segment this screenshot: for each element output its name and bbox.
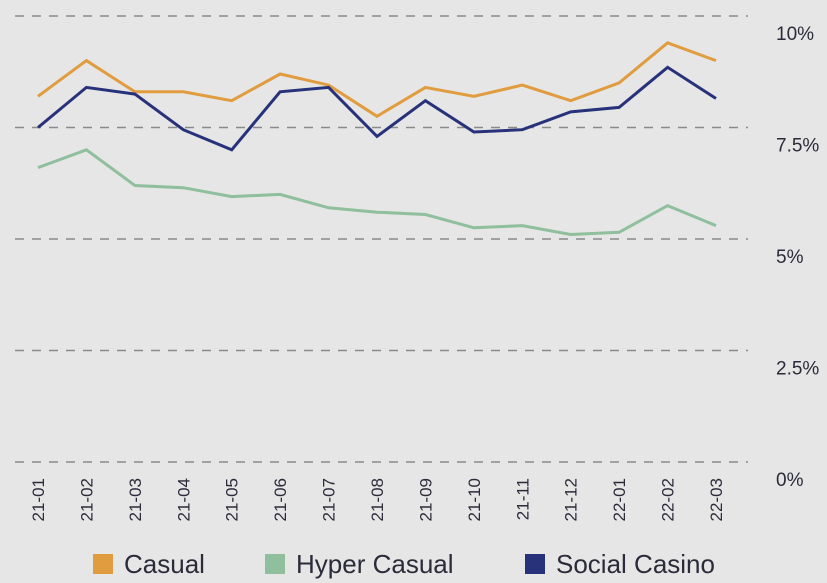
x-tick-label: 22-01 (610, 478, 629, 521)
x-tick-label: 22-02 (659, 478, 678, 521)
x-tick-label: 21-08 (368, 478, 387, 521)
y-tick-label: 10% (776, 24, 814, 45)
x-tick-label: 21-02 (77, 478, 96, 521)
x-tick-label: 21-06 (271, 478, 290, 521)
series-line-casual (37, 41, 717, 119)
x-tick-label: 21-04 (174, 478, 193, 521)
legend-item-social-casino: Social Casino (525, 549, 715, 579)
y-tick-label: 2.5% (776, 359, 819, 380)
x-tick-label: 21-11 (513, 478, 532, 520)
legend-item-casual: Casual (93, 549, 205, 579)
x-tick-label: 22-03 (707, 478, 726, 521)
legend-label: Casual (124, 549, 205, 579)
y-tick-label: 7.5% (776, 136, 819, 157)
x-tick-label: 21-05 (223, 478, 242, 521)
y-tick-label: 5% (776, 247, 804, 268)
series-line-hyper-casual (37, 148, 717, 237)
x-tick-label: 21-01 (29, 478, 48, 521)
x-tick-label: 21-10 (465, 478, 484, 521)
x-tick-label: 21-07 (320, 478, 339, 521)
gridlines (15, 15, 748, 463)
legend-swatch (525, 554, 545, 574)
legend: Casual Hyper Casual Social Casino (93, 549, 715, 579)
y-tick-label: 0% (776, 470, 804, 491)
legend-swatch (93, 554, 113, 574)
legend-item-hyper-casual: Hyper Casual (265, 549, 454, 579)
legend-label: Hyper Casual (296, 549, 454, 579)
series-line-social-casino (37, 65, 717, 152)
y-axis-ticks: 0% 2.5% 5% 7.5% 10% (776, 24, 819, 491)
x-tick-label: 21-09 (416, 478, 435, 521)
legend-swatch (265, 554, 285, 574)
x-tick-label: 21-12 (562, 478, 581, 521)
series-lines (37, 41, 717, 237)
x-axis-ticks: 21-01 21-02 21-03 21-04 21-05 21-06 21-07 21-08… (29, 478, 726, 521)
legend-label: Social Casino (556, 549, 715, 579)
x-tick-label: 21-03 (126, 478, 145, 521)
